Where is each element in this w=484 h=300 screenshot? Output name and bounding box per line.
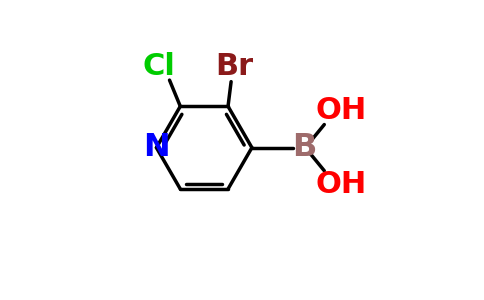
Text: Br: Br xyxy=(215,52,253,81)
Text: Cl: Cl xyxy=(142,52,175,81)
Text: OH: OH xyxy=(316,96,367,125)
Text: N: N xyxy=(143,132,170,163)
Text: OH: OH xyxy=(316,170,367,199)
Text: B: B xyxy=(292,132,317,163)
